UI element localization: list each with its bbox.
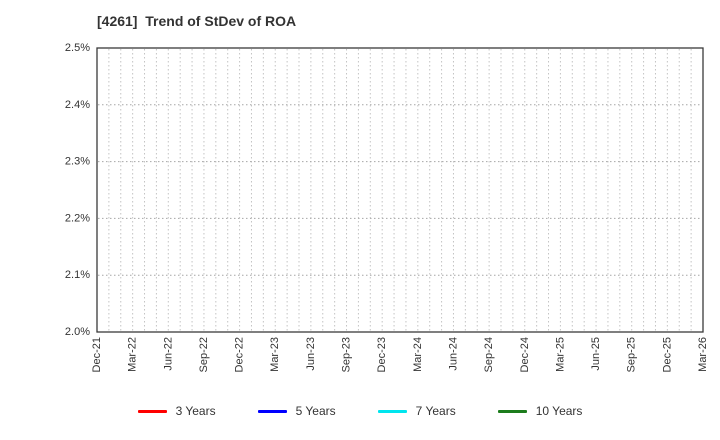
chart-legend: 3 Years 5 Years 7 Years 10 Years [0, 399, 720, 423]
plot-border [96, 47, 704, 333]
x-tick-label: Jun-23 [305, 337, 317, 371]
x-tick-label: Mar-23 [269, 337, 281, 372]
legend-label-5-years: 5 Years [295, 404, 336, 418]
legend-item-3-years: 3 Years [137, 404, 216, 418]
x-tick-label: Dec-23 [376, 337, 388, 372]
legend-item-10-years: 10 Years [497, 404, 583, 418]
x-tick-label: Mar-24 [412, 337, 424, 372]
y-tick-label: 2.5% [65, 42, 90, 54]
y-tick-label: 2.4% [65, 99, 90, 111]
x-tick-label: Jun-24 [447, 337, 459, 371]
legend-item-5-years: 5 Years [257, 404, 336, 418]
legend-label-10-years: 10 Years [535, 404, 583, 418]
x-tick-label: Mar-22 [127, 337, 139, 372]
legend-line-icon-3-years [137, 409, 167, 413]
x-tick-label: Jun-22 [162, 337, 174, 371]
x-tick-label: Sep-24 [483, 337, 495, 372]
x-tick-label: Dec-22 [234, 337, 246, 372]
legend-line-icon-7-years [377, 409, 407, 413]
legend-line-icon-5-years [257, 409, 287, 413]
y-tick-label: 2.1% [65, 269, 90, 281]
y-tick-label: 2.3% [65, 156, 90, 168]
legend-line-icon-10-years [497, 409, 527, 413]
x-tick-label: Mar-25 [554, 337, 566, 372]
legend-label-3-years: 3 Years [175, 404, 216, 418]
legend-item-7-years: 7 Years [377, 404, 456, 418]
x-tick-label: Dec-21 [91, 337, 103, 372]
legend-label-7-years: 7 Years [415, 404, 456, 418]
x-tick-label: Jun-25 [590, 337, 602, 371]
x-tick-label: Sep-22 [198, 337, 210, 372]
x-tick-label: Dec-24 [519, 337, 531, 372]
x-tick-label: Sep-23 [341, 337, 353, 372]
y-tick-label: 2.2% [65, 212, 90, 224]
chart-title: [4261] Trend of StDev of ROA [97, 13, 297, 29]
y-tick-label: 2.0% [65, 326, 90, 338]
x-tick-label: Dec-25 [661, 337, 673, 372]
x-tick-label: Mar-26 [697, 337, 709, 372]
x-tick-label: Sep-25 [626, 337, 638, 372]
